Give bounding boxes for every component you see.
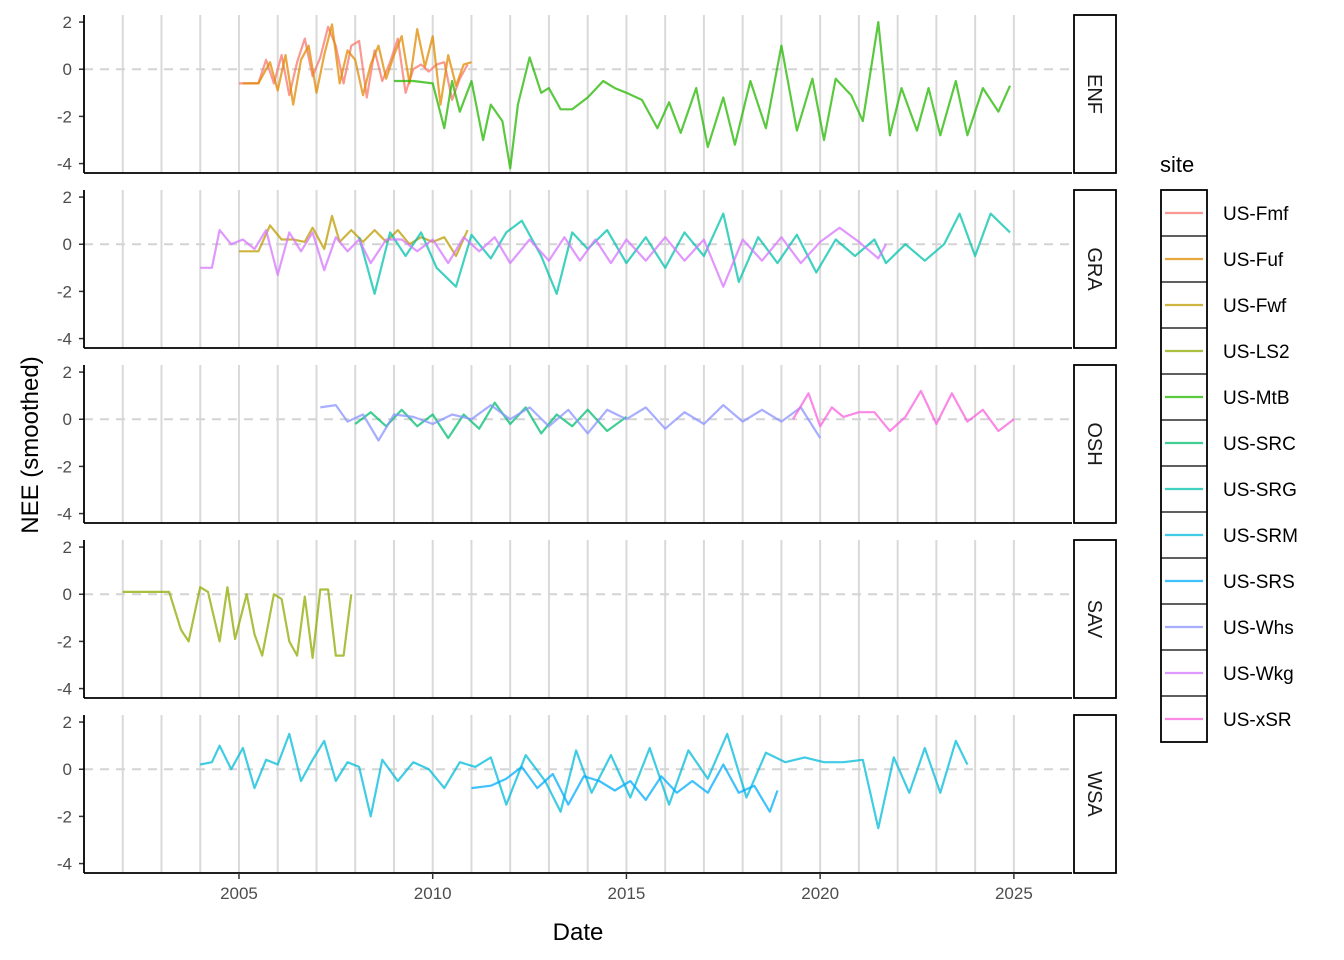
legend-title: site: [1160, 152, 1194, 177]
y-tick-label: -4: [57, 155, 72, 174]
x-axis-title: Date: [553, 919, 604, 946]
x-tick-label: 2025: [995, 884, 1033, 903]
y-tick-label: -2: [57, 282, 72, 301]
y-tick-label: -2: [57, 632, 72, 651]
panel-osh: 2 0 -2 -4 OSH: [57, 363, 1117, 524]
legend-label-us-srg: US-SRG: [1223, 480, 1297, 501]
y-tick-label: 0: [63, 235, 72, 254]
series-line-us-srm: [199, 732, 969, 830]
series-line-us-fwf: [239, 214, 469, 258]
facet-strip-label: OSH: [1083, 422, 1105, 465]
legend-label-us-src: US-SRC: [1223, 434, 1296, 455]
legend-label-us-fmf: US-Fmf: [1223, 204, 1289, 225]
y-tick-label: 0: [63, 760, 72, 779]
facet-strip: [1073, 364, 1117, 524]
legend: site US-Fmf US-Fuf US-Fwf US-LS2 US-MtB US-SR…: [1160, 152, 1298, 743]
y-tick-label: 2: [63, 188, 72, 207]
series-line-us-mtb: [394, 21, 1012, 170]
y-axis-title: NEE (smoothed): [17, 356, 44, 533]
facet-strip-label: WSA: [1083, 771, 1105, 817]
legend-label-us-wkg: US-Wkg: [1223, 664, 1294, 685]
facet-strip: [1073, 14, 1117, 174]
legend-label-us-xsr: US-xSR: [1223, 710, 1292, 731]
legend-label-us-fuf: US-Fuf: [1223, 250, 1284, 271]
series-line-us-wkg: [200, 226, 887, 288]
y-tick-label: -4: [57, 505, 72, 524]
y-tick-label: -2: [57, 457, 72, 476]
facet-strip: [1073, 539, 1117, 699]
y-tick-label: -4: [57, 855, 72, 874]
series-line-us-srs: [471, 763, 779, 813]
facet-strip-label: GRA: [1083, 247, 1105, 291]
facet-strip: [1073, 189, 1117, 349]
legend-label-us-mtb: US-MtB: [1223, 388, 1290, 409]
series-line-us-ls2: [122, 586, 353, 660]
legend-label-us-srs: US-SRS: [1223, 572, 1295, 593]
x-tick-label: 2020: [801, 884, 839, 903]
panel-gra: 2 0 -2 -4 GRA: [57, 188, 1117, 349]
y-tick-label: 2: [63, 713, 72, 732]
series-line-us-xsr: [792, 389, 1015, 433]
x-axis: 2005 2010 2015 2020 2025: [220, 873, 1033, 903]
y-tick-label: 0: [63, 585, 72, 604]
y-tick-label: -4: [57, 680, 72, 699]
legend-label-us-srm: US-SRM: [1223, 526, 1298, 547]
x-tick-label: 2015: [608, 884, 646, 903]
facet-strip-label: ENF: [1083, 74, 1105, 114]
x-tick-label: 2010: [414, 884, 452, 903]
series-line-us-whs: [320, 404, 822, 442]
series-line-us-src: [354, 401, 628, 440]
series-line-us-fuf: [242, 23, 472, 106]
panel-enf: 2 0 -2 -4 ENF: [57, 13, 1117, 174]
panel-wsa: 2 0 -2 -4 WSA: [57, 713, 1117, 874]
y-tick-label: 2: [63, 363, 72, 382]
facet-strip: [1073, 714, 1117, 874]
facet-strip-label: SAV: [1083, 600, 1105, 639]
y-tick-label: -2: [57, 107, 72, 126]
x-tick-label: 2005: [220, 884, 258, 903]
y-tick-label: 2: [63, 13, 72, 32]
y-tick-label: 0: [63, 410, 72, 429]
y-tick-label: 2: [63, 538, 72, 557]
legend-label-us-whs: US-Whs: [1223, 618, 1294, 639]
legend-label-us-ls2: US-LS2: [1223, 342, 1290, 363]
panel-sav: 2 0 -2 -4 SAV: [57, 538, 1117, 699]
y-tick-label: -4: [57, 330, 72, 349]
y-tick-label: -2: [57, 807, 72, 826]
legend-label-us-fwf: US-Fwf: [1223, 296, 1287, 317]
series-line-us-fmf: [239, 25, 469, 102]
y-tick-label: 0: [63, 60, 72, 79]
facet-panels: 2 0 -2 -4 ENF 2 0 -2 -4 GRA 2 0 -2 -4 OSH 2 0 -2 -4 SAV 2 0 -2…: [57, 13, 1117, 874]
